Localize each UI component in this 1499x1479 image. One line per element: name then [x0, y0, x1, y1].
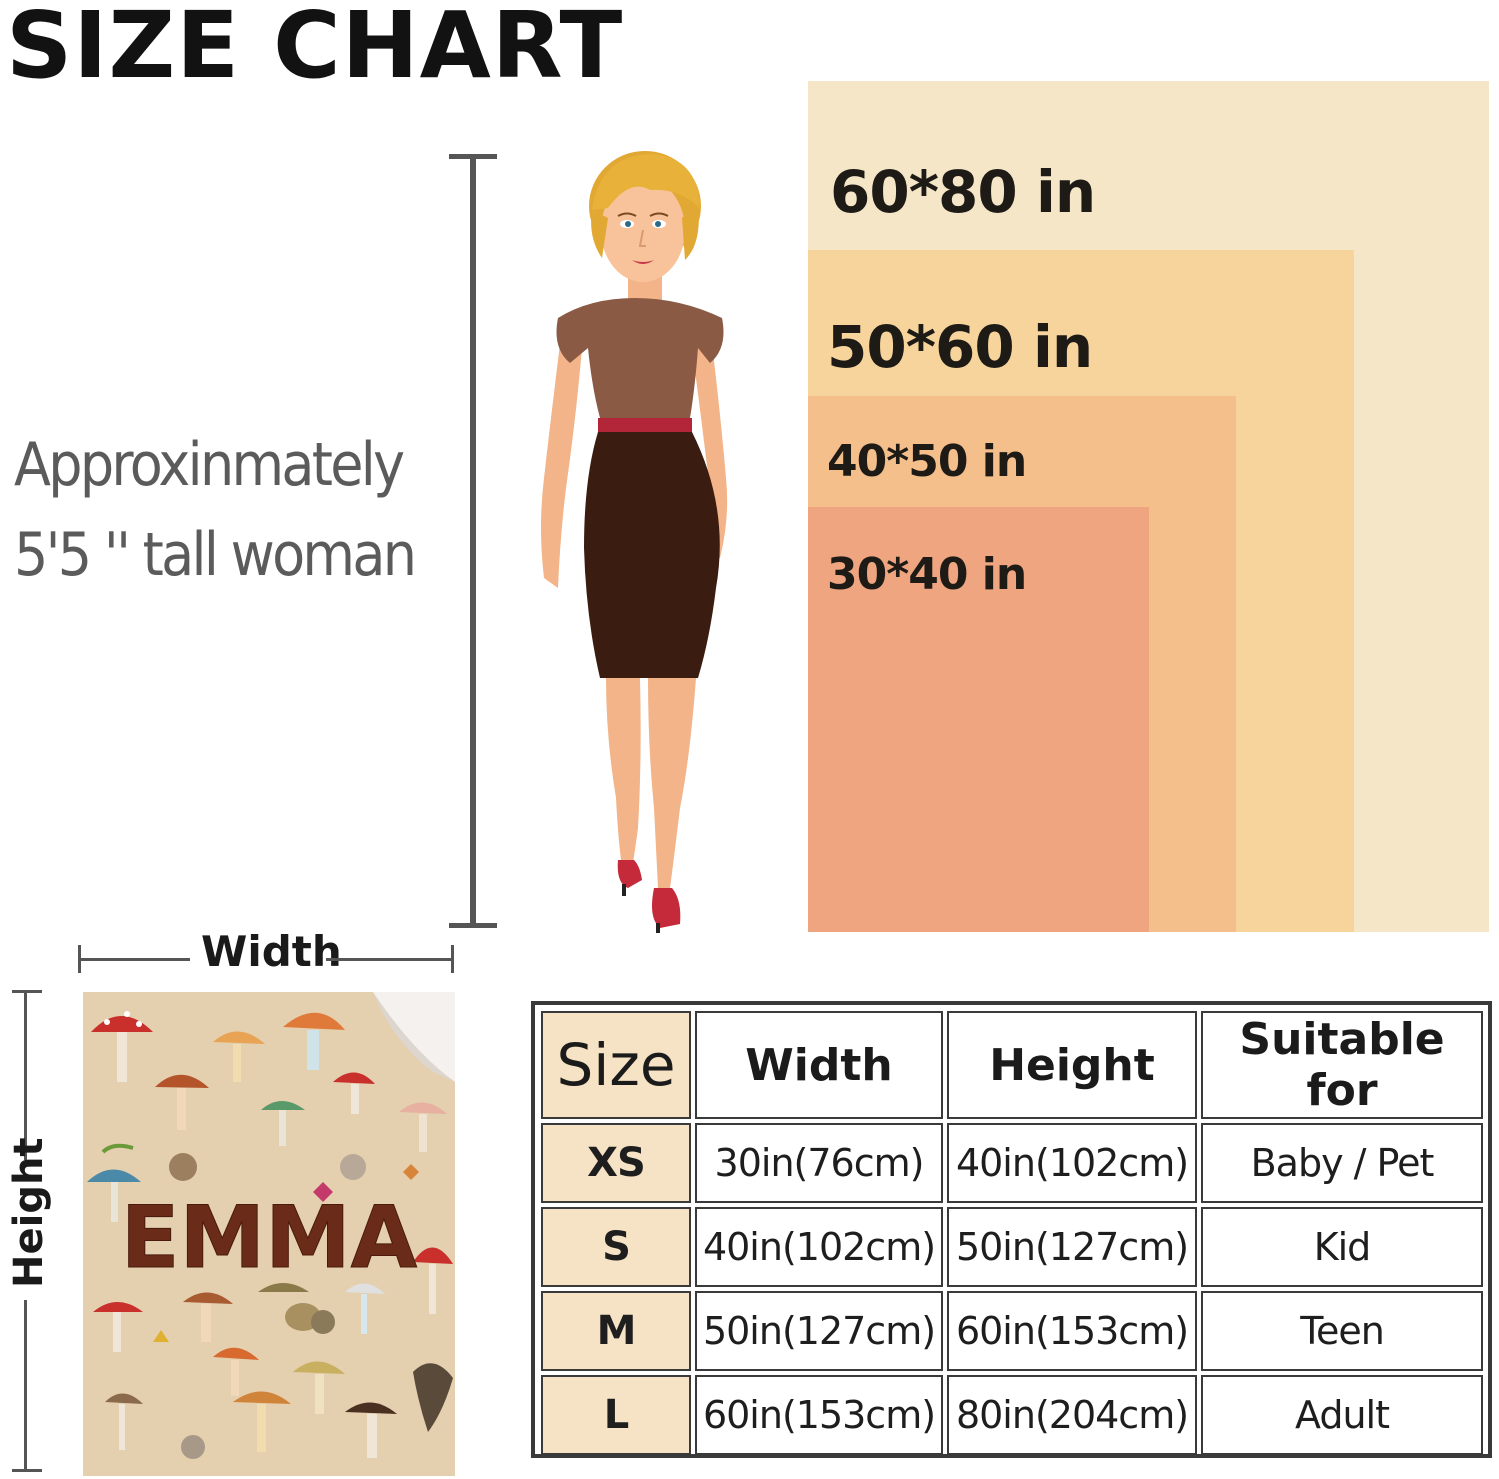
table-row: L 60in(153cm) 80in(204cm) Adult	[541, 1375, 1483, 1455]
suitable-cell: Adult	[1201, 1375, 1483, 1455]
height-ruler-vertical	[449, 154, 497, 928]
size-cell: XS	[541, 1123, 691, 1203]
size-label-40x50: 40*50 in	[827, 436, 1027, 487]
height-cell: 50in(127cm)	[947, 1207, 1197, 1287]
header-height: Height	[947, 1011, 1197, 1119]
table-row: S 40in(102cm) 50in(127cm) Kid	[541, 1207, 1483, 1287]
size-cell: S	[541, 1207, 691, 1287]
height-cell: 40in(102cm)	[947, 1123, 1197, 1203]
table-row: XS 30in(76cm) 40in(102cm) Baby / Pet	[541, 1123, 1483, 1203]
blanket-product-image: EMMA	[83, 992, 455, 1476]
suitable-cell: Teen	[1201, 1291, 1483, 1371]
width-cell: 40in(102cm)	[695, 1207, 943, 1287]
suitable-cell: Baby / Pet	[1201, 1123, 1483, 1203]
caption-line-2: 5'5 '' tall woman	[14, 520, 417, 590]
mushroom-decor	[87, 1011, 453, 1459]
header-width: Width	[695, 1011, 943, 1119]
page-title: SIZE CHART	[6, 0, 624, 99]
height-ruler-label: Height	[6, 1137, 52, 1288]
header-size: Size	[541, 1011, 691, 1119]
woman-height-caption: Approxinmately 5'5 '' tall woman	[14, 420, 417, 600]
width-ruler-label: Width	[201, 927, 342, 976]
blanket-name-text: EMMA	[121, 1188, 418, 1288]
height-cell: 60in(153cm)	[947, 1291, 1197, 1371]
width-ruler: Width	[78, 925, 456, 976]
table-header-row: Size Width Height Suitable for	[541, 1011, 1483, 1119]
size-label-30x40: 30*40 in	[827, 549, 1027, 600]
width-cell: 50in(127cm)	[695, 1291, 943, 1371]
caption-line-1: Approxinmately	[14, 430, 405, 500]
height-cell: 80in(204cm)	[947, 1375, 1197, 1455]
table-row: M 50in(127cm) 60in(153cm) Teen	[541, 1291, 1483, 1371]
size-label-50x60: 50*60 in	[827, 313, 1093, 381]
size-label-60x80: 60*80 in	[830, 158, 1096, 226]
suitable-cell: Kid	[1201, 1207, 1483, 1287]
header-suitable-for: Suitable for	[1201, 1011, 1483, 1119]
width-cell: 60in(153cm)	[695, 1375, 943, 1455]
woman-figure-illustration	[541, 151, 728, 933]
height-ruler: Height	[4, 990, 54, 1475]
size-rect-30x40	[808, 507, 1149, 932]
size-cell: L	[541, 1375, 691, 1455]
size-table: Size Width Height Suitable for XS 30in(7…	[531, 1001, 1492, 1458]
size-cell: M	[541, 1291, 691, 1371]
width-cell: 30in(76cm)	[695, 1123, 943, 1203]
